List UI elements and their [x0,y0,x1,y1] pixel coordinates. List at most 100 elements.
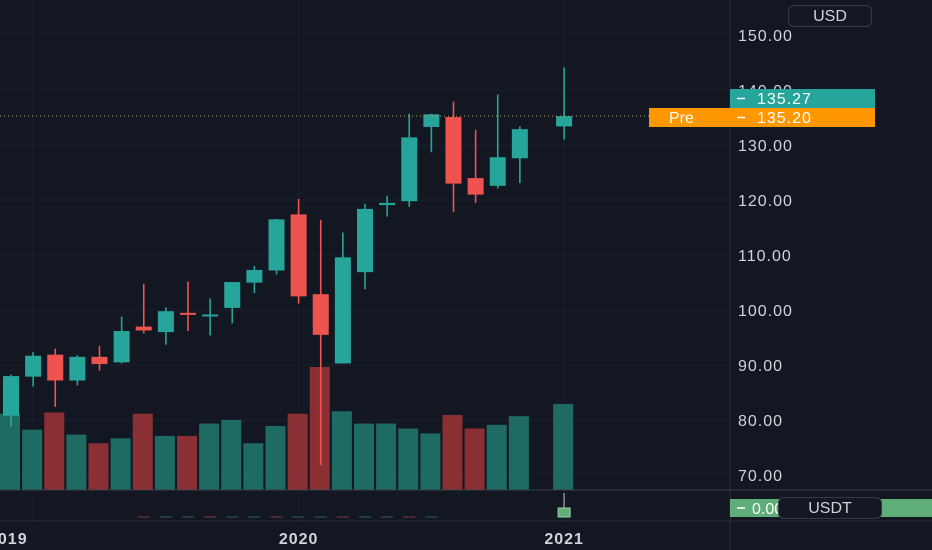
candle [69,355,86,386]
candle-body [135,326,152,331]
candle [467,129,484,203]
candle-body [47,354,64,381]
volume-bar [221,419,242,490]
volume-bar [154,435,175,490]
candle [157,307,174,345]
candle-body [91,356,108,364]
volume-bar [66,434,87,490]
volume-bar [243,443,264,490]
current-price-badge [730,89,875,108]
volume-bar [508,416,529,490]
candle-body [246,269,263,283]
x-tick-label: 2019 [0,531,28,548]
volume-bar [309,367,330,490]
x-tick-label: 2021 [544,531,584,548]
candle-body [556,116,573,127]
volume-bar [376,423,397,490]
volume-bar [22,429,43,490]
x-axis: 2019 2020 2021 [0,531,584,548]
candle [423,113,440,153]
volume-bar [199,423,220,490]
volume-bar [331,411,352,490]
candle [312,219,329,466]
candle-body [312,294,329,335]
candle [113,316,130,364]
volume-bar [44,412,65,490]
pre-market-badge [649,108,875,127]
y-tick-label: 80.00 [738,413,783,430]
candle [268,218,285,275]
candle-body [157,311,174,333]
volume-bars [0,367,574,490]
candle [445,101,462,213]
candle [489,94,506,189]
candle-body [202,314,219,317]
candle [334,232,351,364]
candle [379,195,396,217]
volume-bar [265,426,286,490]
y-tick-label: 90.00 [738,358,783,375]
volume-bar [354,423,374,490]
y-tick-label: 150.00 [738,28,793,45]
candle-body [3,376,19,416]
candle [556,67,573,140]
candle [25,351,42,387]
candle-body [467,178,484,195]
volume-bar [0,413,20,490]
pre-market-tag: Pre [669,110,694,127]
candle-body [357,208,373,273]
candle-body [423,114,440,127]
volume-bar [110,438,131,490]
candle [202,298,219,336]
candle-body [290,214,307,297]
candle-body [25,355,42,377]
volume-bar [287,413,308,490]
volume-bar [132,413,153,490]
candles [3,67,573,466]
volume-bar [486,424,507,490]
volume-unit-button[interactable]: USDT [778,497,882,519]
candle-body [268,219,285,271]
volume-bar [398,428,419,490]
current-price-value: 135.27 [757,91,812,108]
volume-bar [177,435,197,490]
candle-body [180,312,196,315]
candle-body [224,282,241,308]
volume-bar [464,428,485,490]
candle-body [489,157,506,186]
volume-bar [420,433,441,490]
candle [290,199,307,304]
x-tick-label: 2020 [279,531,319,548]
y-tick-label: 100.00 [738,303,793,320]
y-tick-label: 120.00 [738,193,793,210]
candle [91,345,108,371]
y-tick-label: 130.00 [738,138,793,155]
candle [3,374,19,427]
y-tick-label: 110.00 [738,248,792,265]
volume-bar [553,403,574,490]
candle-body [401,137,418,202]
candle-body [334,257,351,364]
candle [401,113,418,207]
currency-button[interactable]: USD [788,5,872,27]
pre-market-value: 135.20 [757,110,812,127]
candle-body [445,117,462,184]
candle [224,282,241,324]
volume-bar [442,414,463,490]
candle [357,203,373,290]
candle-body [113,331,130,363]
candle-body [511,129,528,159]
candle [246,266,263,294]
y-tick-label: 70.00 [738,468,783,485]
candle [180,281,196,331]
lower-pane-marker [557,507,571,518]
candle [511,126,528,184]
volume-bar [88,443,109,490]
candle-body [379,202,396,206]
candle [47,348,64,407]
candle [135,283,152,334]
candle-body [69,356,86,381]
